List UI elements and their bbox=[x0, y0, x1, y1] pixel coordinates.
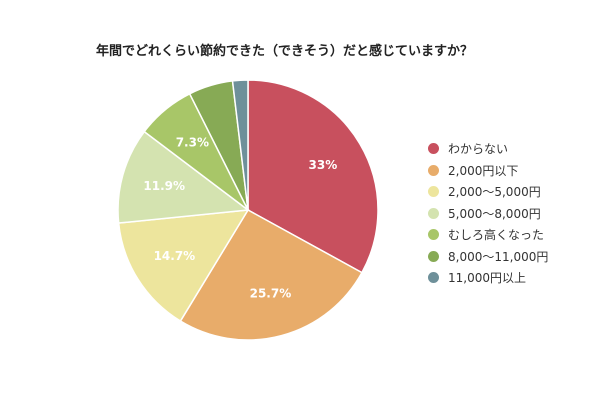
legend-item-5: むしろ高くなった bbox=[428, 224, 548, 246]
legend-marker-3 bbox=[428, 186, 439, 198]
legend-marker-2 bbox=[428, 164, 439, 176]
pie-slice-4 bbox=[117, 130, 250, 224]
legend-item-1: わからない bbox=[428, 138, 548, 160]
data-label-3: 14.7% bbox=[154, 249, 196, 263]
chart-title: 年間でどれくらい節約できた（できそう）だと感じていますか？ bbox=[96, 44, 474, 59]
legend-marker-7 bbox=[428, 272, 439, 284]
legend-label-4: 5,000〜8,000円 bbox=[448, 206, 541, 221]
data-label-4: 11.9% bbox=[143, 179, 185, 193]
legend-marker-6 bbox=[428, 250, 439, 262]
legend-marker-5 bbox=[428, 229, 439, 241]
legend-item-7: 11,000円以上 bbox=[428, 267, 548, 289]
legend: わからない 2,000円以下 2,000〜5,000円 5,000〜8,000円 むしろ… bbox=[428, 138, 548, 289]
legend-item-6: 8,000〜11,000円 bbox=[428, 246, 548, 268]
legend-label-7: 11,000円以上 bbox=[448, 271, 526, 286]
legend-label-2: 2,000円以下 bbox=[448, 163, 519, 178]
legend-item-4: 5,000〜8,000円 bbox=[428, 203, 548, 225]
pie-slice-2 bbox=[179, 208, 363, 341]
pie-slice-3 bbox=[117, 209, 250, 323]
legend-label-3: 2,000〜5,000円 bbox=[448, 185, 541, 200]
data-label-1: 33% bbox=[309, 158, 338, 172]
legend-label-1: わからない bbox=[448, 142, 509, 157]
legend-item-2: 2,000円以下 bbox=[428, 160, 548, 182]
legend-label-6: 8,000〜11,000円 bbox=[448, 249, 549, 264]
data-label-2: 25.7% bbox=[250, 287, 292, 301]
pie-slice-1 bbox=[247, 79, 379, 274]
legend-marker-1 bbox=[428, 143, 439, 155]
legend-marker-4 bbox=[428, 207, 439, 219]
data-label-5: 7.3% bbox=[176, 136, 209, 150]
legend-item-3: 2,000〜5,000円 bbox=[428, 181, 548, 203]
legend-label-5: むしろ高くなった bbox=[448, 228, 545, 243]
pie-slice-7 bbox=[231, 79, 249, 211]
